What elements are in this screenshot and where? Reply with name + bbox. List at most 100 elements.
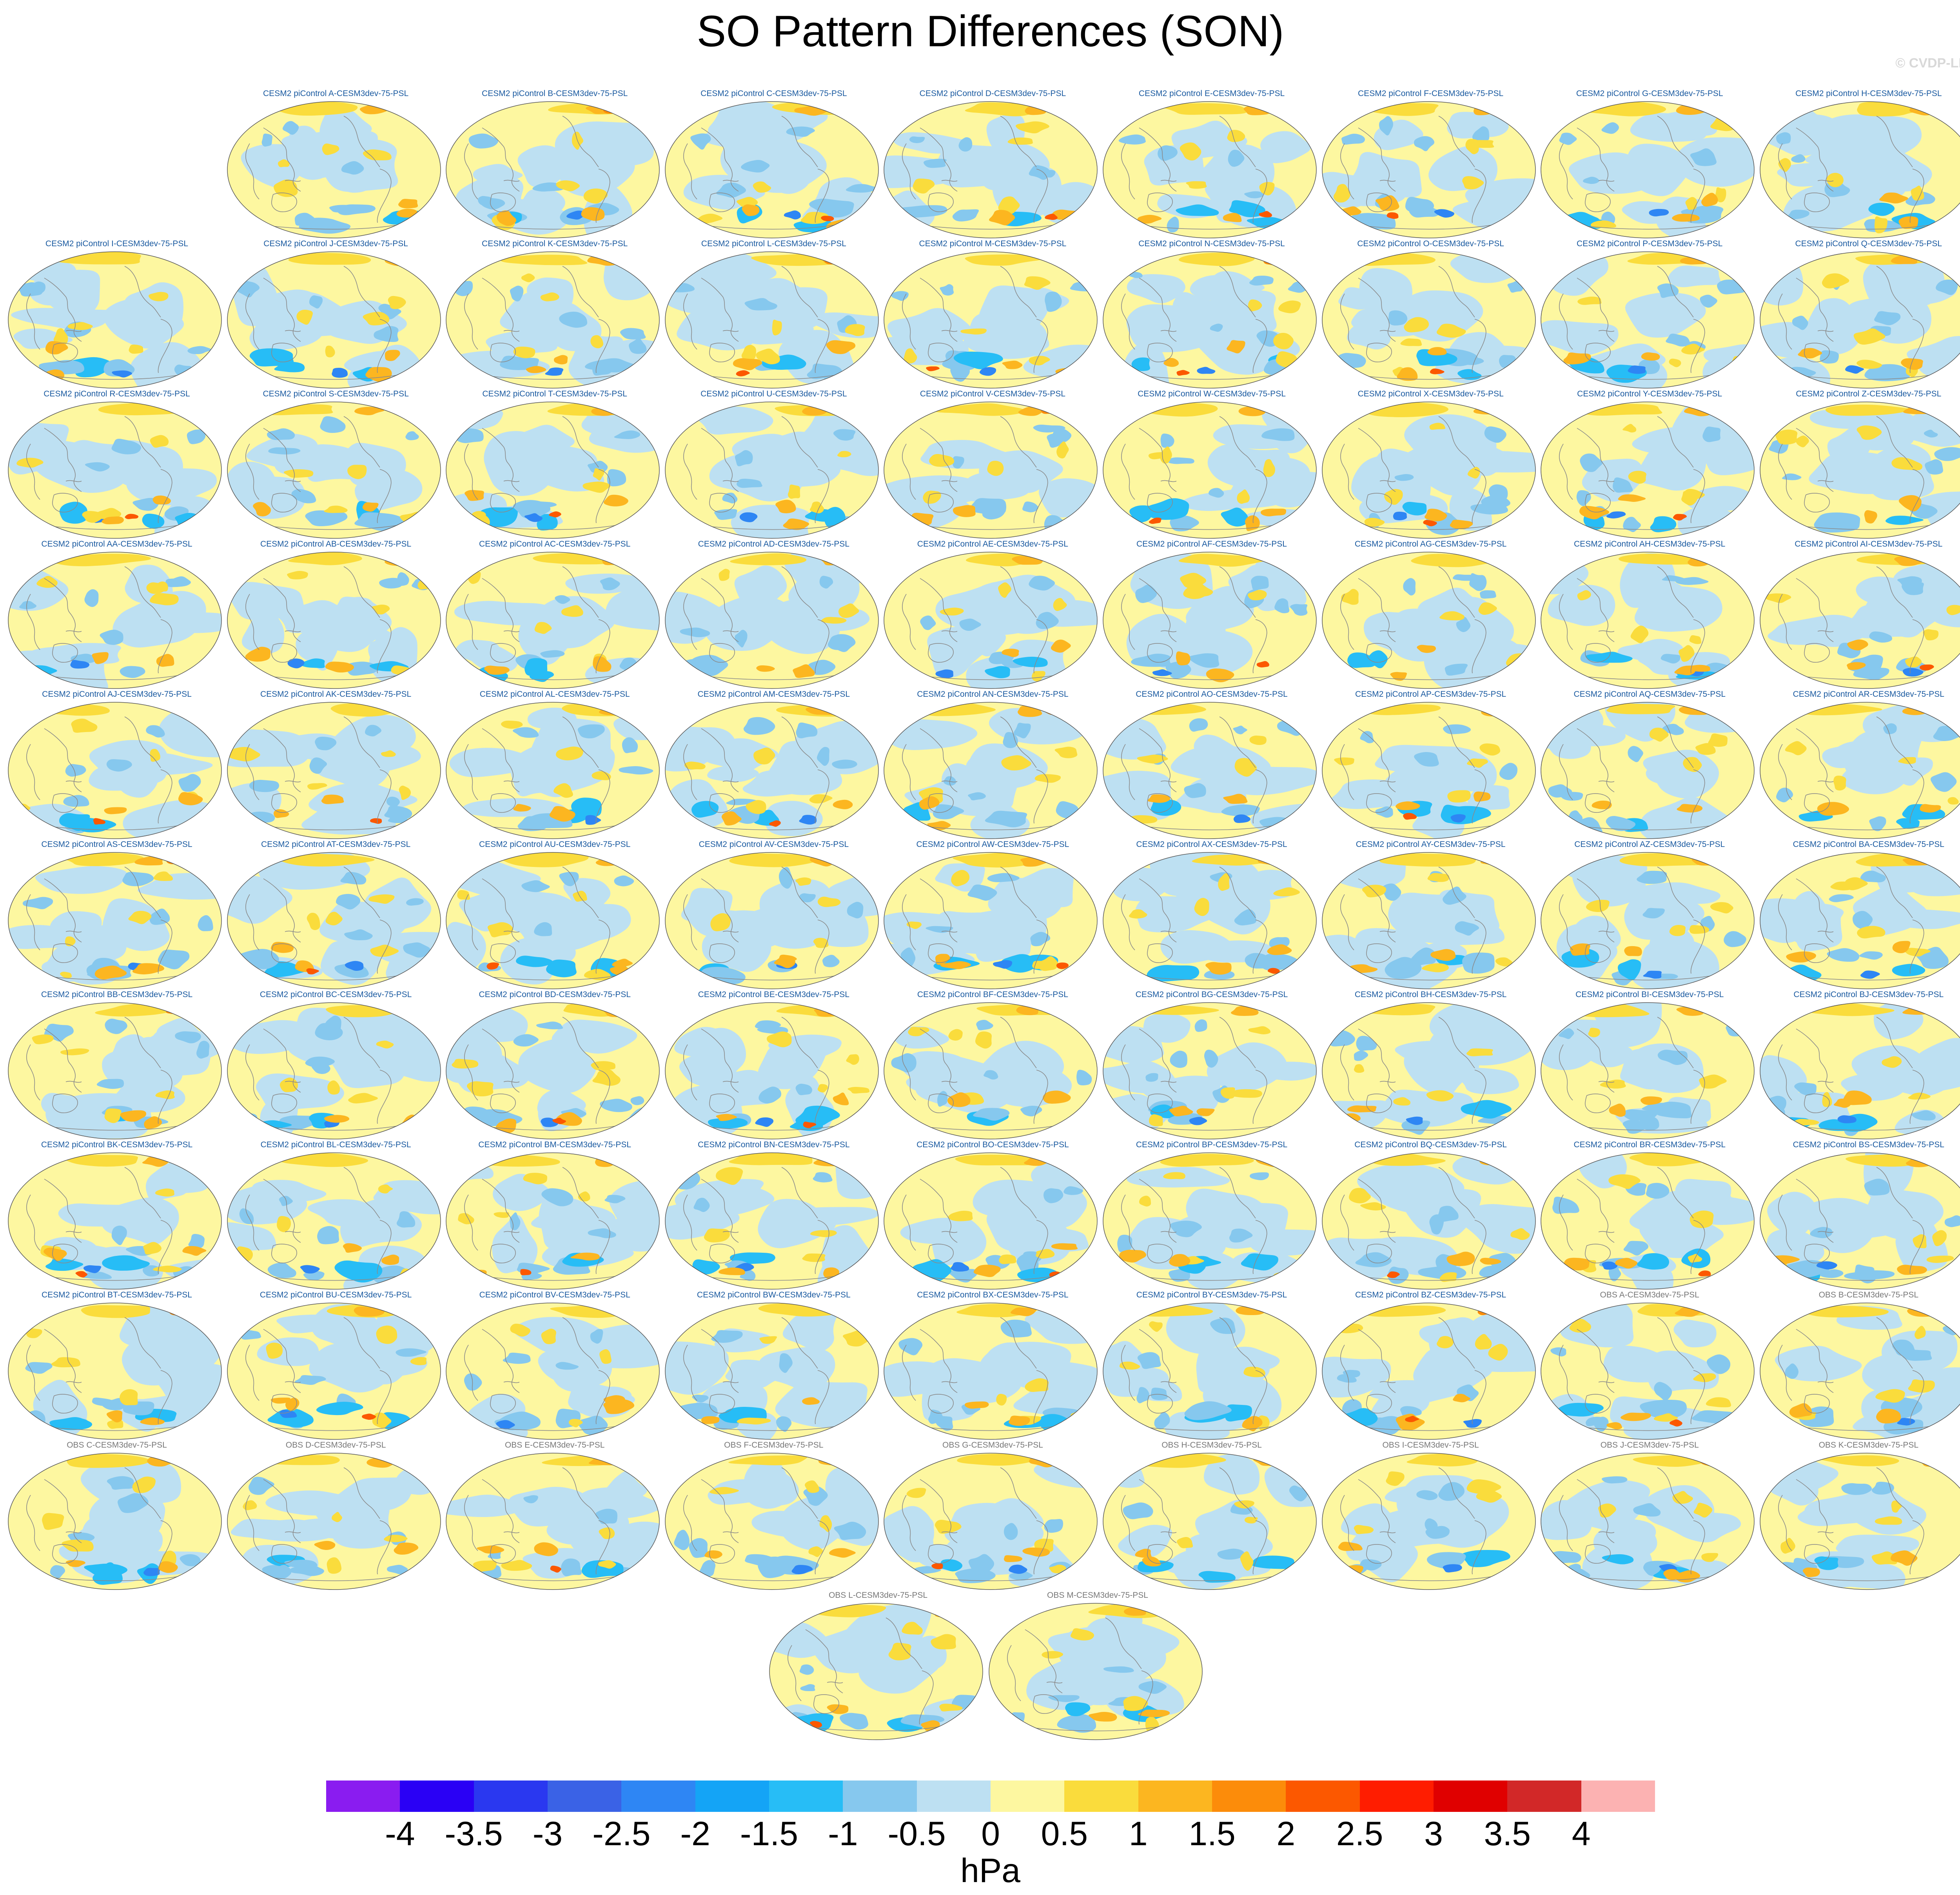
map-panel: OBS E-CESM3dev-75-PSL [445, 1440, 664, 1591]
world-map [884, 552, 1098, 689]
world-map [665, 852, 879, 989]
panel-title: OBS I-CESM3dev-75-PSL [1382, 1441, 1479, 1450]
panel-title: CESM2 piControl BB-CESM3dev-75-PSL [41, 990, 193, 999]
map-panel: CESM2 piControl BH-CESM3dev-75-PSL [1321, 990, 1541, 1141]
colorbar-tick-label: -1 [828, 1815, 858, 1853]
colorbar-segment [326, 1781, 400, 1812]
map-panel: CESM2 piControl AX-CESM3dev-75-PSL [1102, 839, 1321, 990]
map-panel: CESM2 piControl BU-CESM3dev-75-PSL [226, 1290, 446, 1441]
colorbar-tick-label: 3.5 [1484, 1815, 1531, 1853]
world-map [8, 552, 222, 689]
map-panel: CESM2 piControl BK-CESM3dev-75-PSL [7, 1140, 227, 1291]
world-map [1541, 101, 1755, 238]
world-map [8, 702, 222, 839]
world-map [1760, 251, 1960, 389]
world-map [1321, 702, 1536, 839]
world-map [227, 1453, 441, 1590]
world-map [1760, 101, 1960, 238]
colorbar [326, 1781, 1655, 1812]
colorbar-segment [400, 1781, 474, 1812]
map-panel: CESM2 piControl AV-CESM3dev-75-PSL [664, 839, 884, 990]
panel-title: CESM2 piControl X-CESM3dev-75-PSL [1357, 389, 1504, 398]
colorbar-segment [1507, 1781, 1581, 1812]
world-map [1541, 1002, 1755, 1139]
panel-title: OBS E-CESM3dev-75-PSL [505, 1441, 605, 1450]
panel-title: CESM2 piControl Y-CESM3dev-75-PSL [1577, 389, 1722, 398]
panel-title: CESM2 piControl AN-CESM3dev-75-PSL [917, 690, 1069, 699]
panel-title: CESM2 piControl O-CESM3dev-75-PSL [1357, 239, 1504, 248]
panel-title: CESM2 piControl AB-CESM3dev-75-PSL [260, 540, 412, 549]
map-panel: CESM2 piControl BR-CESM3dev-75-PSL [1540, 1140, 1759, 1291]
world-map [1321, 1152, 1536, 1290]
panel-title: CESM2 piControl AQ-CESM3dev-75-PSL [1573, 690, 1726, 699]
world-map [1103, 1002, 1317, 1139]
world-map [1541, 852, 1755, 989]
panel-title: CESM2 piControl Z-CESM3dev-75-PSL [1796, 389, 1942, 398]
world-map [1321, 1453, 1536, 1590]
map-panel: CESM2 piControl AI-CESM3dev-75-PSL [1759, 539, 1960, 690]
panel-title: OBS F-CESM3dev-75-PSL [724, 1441, 824, 1450]
world-map [446, 852, 660, 989]
world-map [1321, 1303, 1536, 1440]
map-panel: CESM2 piControl BB-CESM3dev-75-PSL [7, 990, 227, 1141]
map-panel: CESM2 piControl AY-CESM3dev-75-PSL [1321, 839, 1541, 990]
panel-title: CESM2 piControl AM-CESM3dev-75-PSL [697, 690, 850, 699]
colorbar-tick-label: 1 [1129, 1815, 1148, 1853]
colorbar-tick-label: -4 [385, 1815, 415, 1853]
panel-title: CESM2 piControl AF-CESM3dev-75-PSL [1136, 540, 1287, 549]
world-map [1103, 1152, 1317, 1290]
map-panel: CESM2 piControl J-CESM3dev-75-PSL [226, 239, 446, 390]
map-panel: CESM2 piControl BM-CESM3dev-75-PSL [445, 1140, 664, 1291]
map-panel: CESM2 piControl AE-CESM3dev-75-PSL [883, 539, 1102, 690]
panel-title: OBS H-CESM3dev-75-PSL [1161, 1441, 1262, 1450]
panel-title: OBS A-CESM3dev-75-PSL [1600, 1290, 1699, 1299]
world-map [1321, 101, 1536, 238]
world-map [446, 1002, 660, 1139]
colorbar-tick-label: 1.5 [1189, 1815, 1236, 1853]
map-panel: OBS B-CESM3dev-75-PSL [1759, 1290, 1960, 1441]
world-map [665, 1002, 879, 1139]
map-panel: CESM2 piControl BX-CESM3dev-75-PSL [883, 1290, 1102, 1441]
map-panel: CESM2 piControl BY-CESM3dev-75-PSL [1102, 1290, 1321, 1441]
colorbar-tick-label: 2 [1276, 1815, 1296, 1853]
panel-title: CESM2 piControl BU-CESM3dev-75-PSL [260, 1290, 412, 1299]
colorbar-tick-label: -3.5 [445, 1815, 503, 1853]
world-map [227, 1152, 441, 1290]
world-map [227, 251, 441, 389]
map-panel: CESM2 piControl BV-CESM3dev-75-PSL [445, 1290, 664, 1441]
colorbar-tick-label: -1.5 [740, 1815, 799, 1853]
panel-title: CESM2 piControl R-CESM3dev-75-PSL [44, 389, 190, 398]
map-panel: OBS L-CESM3dev-75-PSL [768, 1590, 988, 1741]
world-map [446, 101, 660, 238]
map-panel: OBS A-CESM3dev-75-PSL [1540, 1290, 1759, 1441]
world-map [446, 552, 660, 689]
map-panel: CESM2 piControl AZ-CESM3dev-75-PSL [1540, 839, 1759, 990]
map-panel: CESM2 piControl E-CESM3dev-75-PSL [1102, 89, 1321, 240]
panel-title: CESM2 piControl BX-CESM3dev-75-PSL [917, 1290, 1069, 1299]
colorbar-segment [1359, 1781, 1434, 1812]
panel-title: CESM2 piControl C-CESM3dev-75-PSL [701, 89, 847, 98]
panel-title: CESM2 piControl A-CESM3dev-75-PSL [263, 89, 409, 98]
world-map [227, 1303, 441, 1440]
map-panel: CESM2 piControl BA-CESM3dev-75-PSL [1759, 839, 1960, 990]
colorbar-tick-label: 0 [981, 1815, 1000, 1853]
panel-title: OBS J-CESM3dev-75-PSL [1600, 1441, 1699, 1450]
map-panel: CESM2 piControl BT-CESM3dev-75-PSL [7, 1290, 227, 1441]
world-map [989, 1603, 1203, 1740]
world-map [8, 1002, 222, 1139]
world-map [1103, 852, 1317, 989]
map-panel: CESM2 piControl BN-CESM3dev-75-PSL [664, 1140, 884, 1291]
panel-title: CESM2 piControl BC-CESM3dev-75-PSL [260, 990, 412, 999]
map-panel: CESM2 piControl BS-CESM3dev-75-PSL [1759, 1140, 1960, 1291]
world-map [665, 1303, 879, 1440]
panel-title: CESM2 piControl AO-CESM3dev-75-PSL [1136, 690, 1288, 699]
panel-title: CESM2 piControl BP-CESM3dev-75-PSL [1136, 1140, 1288, 1149]
panel-title: CESM2 piControl AH-CESM3dev-75-PSL [1574, 540, 1726, 549]
panel-title: CESM2 piControl F-CESM3dev-75-PSL [1358, 89, 1504, 98]
panel-title: CESM2 piControl AS-CESM3dev-75-PSL [41, 840, 192, 849]
map-panel: CESM2 piControl BP-CESM3dev-75-PSL [1102, 1140, 1321, 1291]
panel-title: CESM2 piControl BS-CESM3dev-75-PSL [1793, 1140, 1944, 1149]
panel-title: CESM2 piControl D-CESM3dev-75-PSL [919, 89, 1066, 98]
world-map [1103, 552, 1317, 689]
panel-title: OBS B-CESM3dev-75-PSL [1818, 1290, 1919, 1299]
